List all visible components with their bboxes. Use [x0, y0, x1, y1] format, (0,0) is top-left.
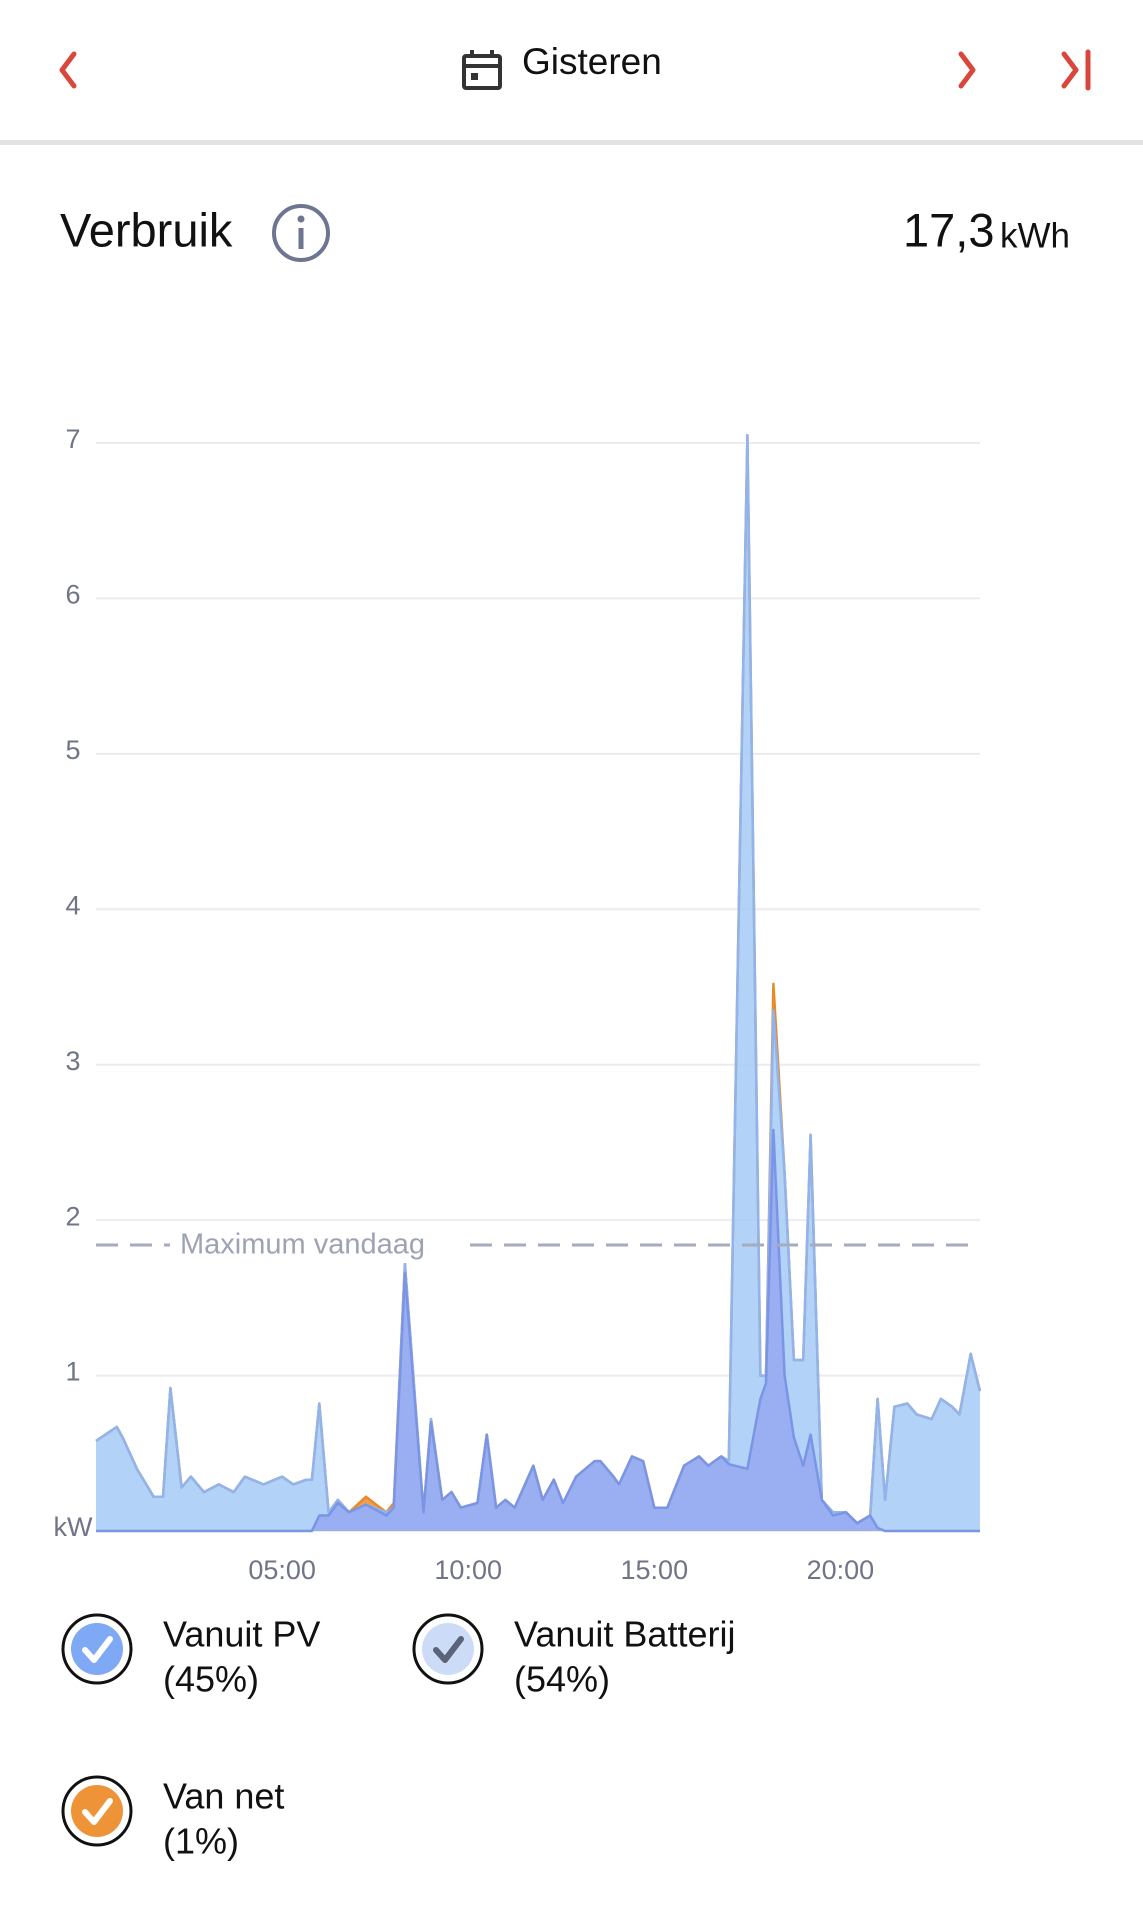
legend-label: Vanuit PV [163, 1614, 320, 1655]
x-tick-label: 15:00 [621, 1555, 689, 1585]
y-tick-label: 5 [65, 735, 80, 765]
legend-item[interactable]: Vanuit PV(45%) [61, 1613, 320, 1700]
x-tick-label: 20:00 [807, 1555, 875, 1585]
y-tick-label: 6 [65, 580, 80, 610]
legend-item[interactable]: Van net(1%) [61, 1775, 284, 1862]
area [96, 1130, 980, 1531]
legend-item[interactable]: Vanuit Batterij(54%) [412, 1613, 735, 1700]
y-tick-label: 3 [65, 1046, 80, 1076]
y-tick-label: 2 [65, 1201, 80, 1231]
legend-checkbox [71, 1623, 123, 1675]
legend-checkbox [422, 1623, 474, 1675]
y-tick-label: 1 [65, 1357, 80, 1387]
area-line [96, 1128, 980, 1533]
total-unit: kWh [1000, 216, 1070, 255]
back-button[interactable] [59, 51, 77, 89]
legend-checkbox [71, 1785, 123, 1837]
x-tick-label: 05:00 [248, 1555, 316, 1585]
total-value: 17,3 [903, 203, 994, 256]
legend-check [433, 1636, 464, 1663]
legend-share: (54%) [514, 1659, 610, 1700]
y-tick-label: 4 [65, 890, 80, 920]
legend-label: Van net [163, 1776, 284, 1817]
header-title: Gisteren [522, 41, 662, 82]
chart: kW 1 2 3 4 5 6 7 05:00 10:00 15:00 20:00 Maximum van… [54, 424, 982, 1585]
x-tick-label: 10:00 [434, 1555, 502, 1585]
legend-check [82, 1636, 113, 1663]
last-button[interactable] [1061, 49, 1091, 91]
max-label-bg [170, 1227, 462, 1264]
y-tick-label: 7 [65, 424, 80, 454]
legend-share: (1%) [163, 1821, 239, 1862]
max-label: Maximum vandaag [180, 1229, 425, 1261]
section-title: Verbruik [60, 203, 233, 256]
info-button[interactable] [272, 204, 330, 262]
y-tick-label: kW [54, 1512, 94, 1542]
legend-check [82, 1798, 113, 1825]
legend-label: Vanuit Batterij [514, 1614, 735, 1655]
calendar-icon [462, 50, 502, 90]
header-divider [0, 140, 1143, 145]
legend-share: (45%) [163, 1659, 259, 1700]
legend: Vanuit PV(45%) Vanuit Batterij(54%) Van ne… [61, 1613, 735, 1862]
next-button[interactable] [958, 51, 976, 89]
